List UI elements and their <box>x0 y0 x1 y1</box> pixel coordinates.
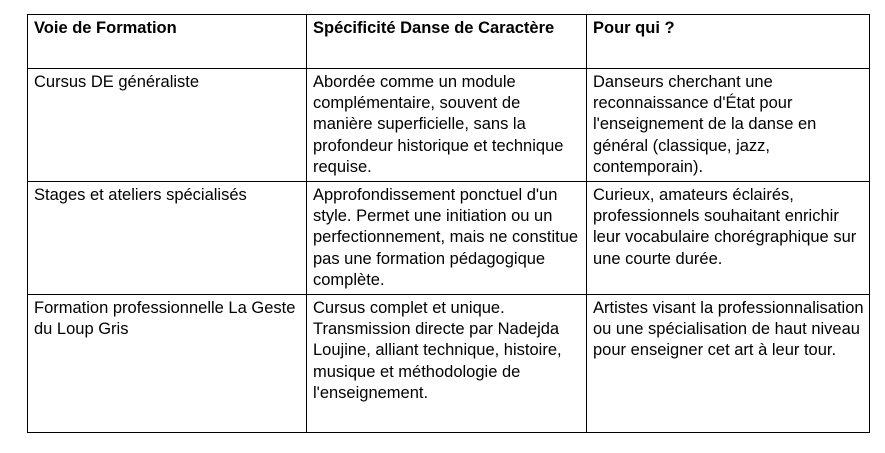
cell-voie-row-2: Stages et ateliers spécialisés <box>27 181 307 295</box>
cell-text-pour-qui-row-3: Artistes visant la professionnalisation … <box>593 298 864 360</box>
cell-text-pour-qui-row-2: Curieux, amateurs éclairés, professionne… <box>593 186 857 268</box>
table-row: Stages et ateliers spécialisés Approfond… <box>27 181 870 295</box>
cell-voie-row-1: Cursus DE généraliste <box>27 68 307 182</box>
column-header-pour-qui: Pour qui ? <box>586 14 870 69</box>
header-text-pour-qui: Pour qui ? <box>593 19 675 37</box>
cell-text-voie-row-3: Formation professionnelle La Geste du Lo… <box>34 298 296 339</box>
header-text-voie: Voie de Formation <box>34 19 177 37</box>
cell-specificite-row-1: Abordée comme un module complémentaire, … <box>306 68 587 182</box>
cell-pour-qui-row-3: Artistes visant la professionnalisation … <box>586 293 870 433</box>
table-body: Cursus DE généraliste Abordée comme un m… <box>27 68 870 433</box>
table-row: Cursus DE généraliste Abordée comme un m… <box>27 68 870 182</box>
cell-text-specificite-row-2: Approfondissement ponctuel d'un style. P… <box>313 186 579 289</box>
cell-text-pour-qui-row-1: Danseurs cherchant une reconnaissance d'… <box>593 73 817 176</box>
column-header-voie-de-formation: Voie de Formation <box>27 14 307 69</box>
table-container: Voie de Formation Spécificité Danse de C… <box>27 14 870 433</box>
cell-text-specificite-row-3: Cursus complet et unique. Transmission d… <box>313 298 562 402</box>
table-row: Formation professionnelle La Geste du Lo… <box>27 293 870 433</box>
cell-pour-qui-row-1: Danseurs cherchant une reconnaissance d'… <box>586 68 870 182</box>
cell-pour-qui-row-2: Curieux, amateurs éclairés, professionne… <box>586 181 870 295</box>
cell-text-voie-row-1: Cursus DE généraliste <box>34 73 200 91</box>
table-header: Voie de Formation Spécificité Danse de C… <box>27 14 870 69</box>
cell-text-voie-row-2: Stages et ateliers spécialisés <box>34 186 247 204</box>
cell-text-specificite-row-1: Abordée comme un module complémentaire, … <box>313 73 564 176</box>
column-header-specificite-danse-de-caractere: Spécificité Danse de Caractère <box>306 14 587 69</box>
cell-voie-row-3: Formation professionnelle La Geste du Lo… <box>27 293 307 433</box>
header-text-specificite: Spécificité Danse de Caractère <box>313 19 555 37</box>
cell-specificite-row-2: Approfondissement ponctuel d'un style. P… <box>306 181 587 295</box>
cell-specificite-row-3: Cursus complet et unique. Transmission d… <box>306 293 587 433</box>
formation-comparison-table: Voie de Formation Spécificité Danse de C… <box>27 14 870 433</box>
header-row: Voie de Formation Spécificité Danse de C… <box>27 14 870 69</box>
